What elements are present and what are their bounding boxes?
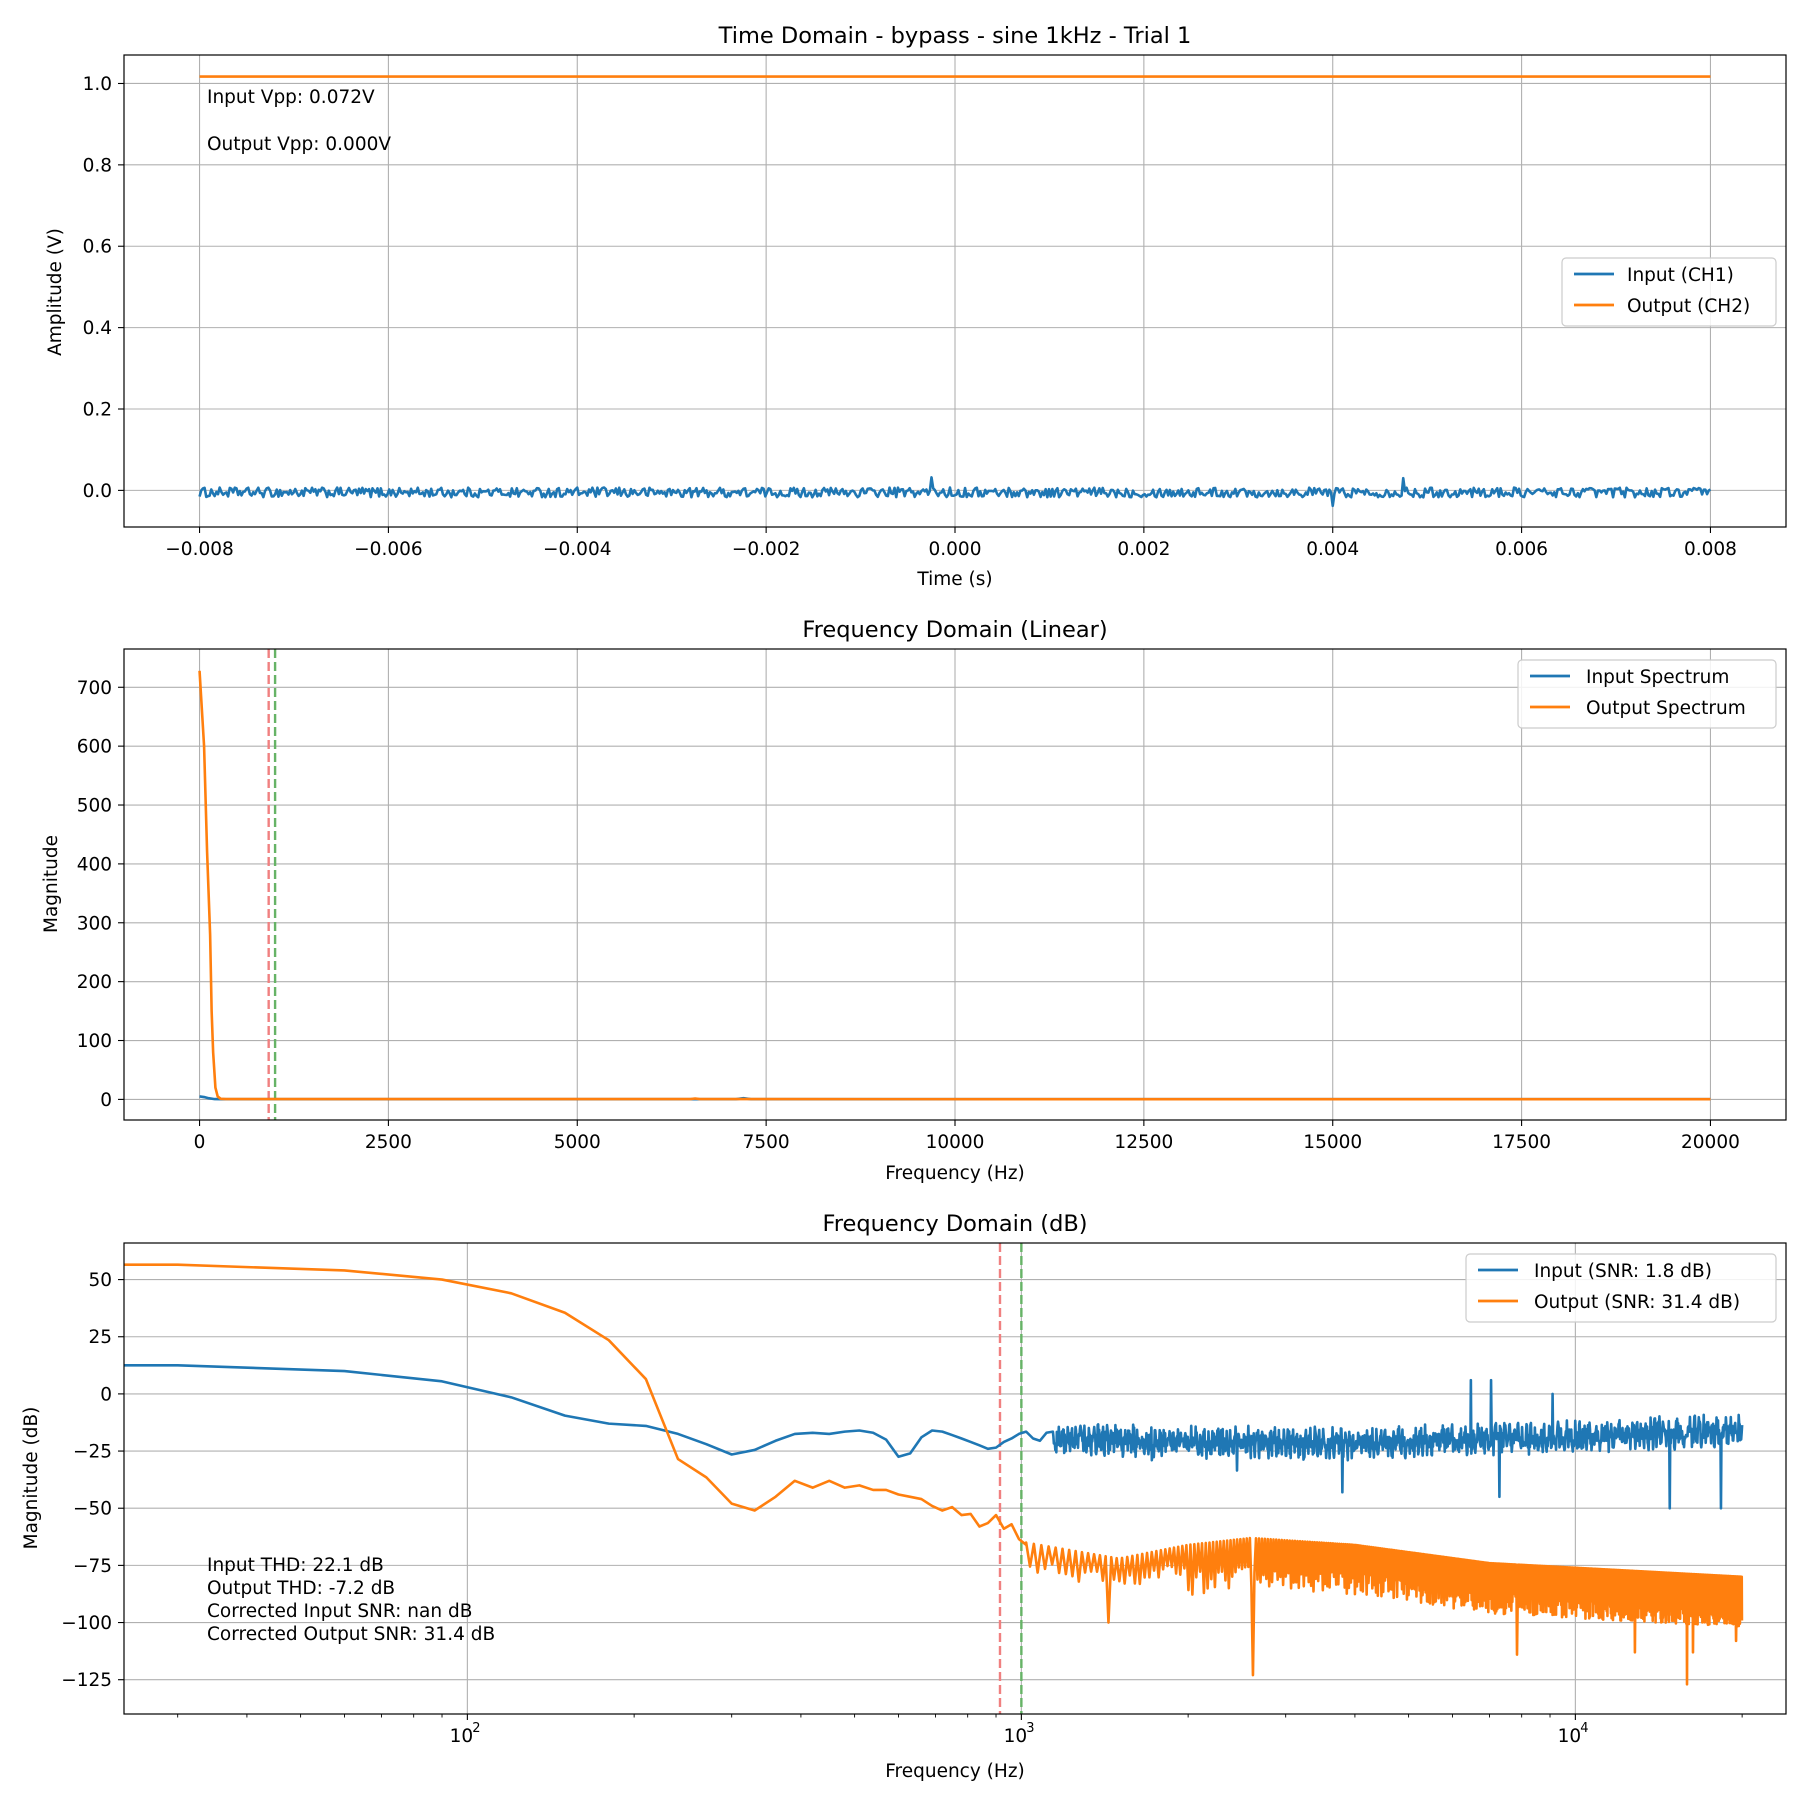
db-spectrum-x-axis-label: Frequency (Hz) (885, 1761, 1025, 1782)
y-tick-label: −100 (61, 1613, 112, 1634)
time-domain-ticks: −0.008 −0.006 −0.004 −0.002 0.000 0.002 0.004 0… (83, 74, 1737, 560)
x-tick-label: 10 (450, 1726, 474, 1747)
linear-spectrum-legend: Input Spectrum Output Spectrum (1517, 659, 1777, 729)
x-tick-label: 7500 (743, 1132, 790, 1153)
y-tick-label: 300 (77, 913, 112, 934)
db-spectrum-title: Frequency Domain (dB) (822, 1211, 1087, 1237)
y-tick-label: 600 (77, 737, 112, 758)
db-spectrum-axes-frame (123, 1242, 1787, 1715)
y-tick-label: 500 (77, 796, 112, 817)
y-tick-label: 100 (77, 1031, 112, 1052)
y-tick-label: 200 (77, 972, 112, 993)
x-tick-label: −0.004 (543, 539, 611, 560)
x-tick-label: 0.008 (1684, 539, 1737, 560)
series-line-output-snr-31-4-db (124, 1263, 1744, 1686)
linear-spectrum-x-axis-label: Frequency (Hz) (885, 1163, 1025, 1184)
y-tick-label: −75 (73, 1556, 112, 1577)
db-spectrum-legend-box (1465, 1253, 1777, 1323)
db-spectrum-y-axis-label: Magnitude (dB) (21, 1407, 42, 1550)
x-tick-label: 0.002 (1117, 539, 1170, 560)
x-tick-label: 0.004 (1306, 539, 1359, 560)
legend-label-output-spectrum: Output Spectrum (1586, 698, 1746, 719)
linear-spectrum-y-axis-label: Magnitude (41, 835, 62, 933)
y-tick-label: 0.6 (83, 237, 112, 258)
x-tick-label: 0.006 (1495, 539, 1548, 560)
y-tick-label: 400 (77, 854, 112, 875)
y-tick-label: 0.2 (83, 400, 112, 421)
time-domain-plot: −0.008 −0.006 −0.004 −0.002 0.000 0.002 0.004 0… (45, 23, 1787, 590)
y-tick-label: 0 (100, 1384, 112, 1405)
linear-spectrum-marker-lines (267, 649, 277, 1120)
time-domain-legend-box (1561, 257, 1777, 327)
legend-label-output-snr: Output (SNR: 31.4 dB) (1534, 1292, 1740, 1313)
y-tick-label: 0.4 (83, 318, 112, 339)
legend-label-input-ch1: Input (CH1) (1627, 265, 1734, 286)
linear-spectrum-legend-box (1517, 659, 1777, 729)
x-tick-label: 0.000 (929, 539, 982, 560)
x-tick-exponent: 3 (1026, 1721, 1034, 1736)
time-domain-legend: Input (CH1) Output (CH2) (1561, 257, 1777, 327)
input-vpp-annotation: Input Vpp: 0.072V (207, 87, 375, 108)
y-tick-label: 0.0 (83, 481, 112, 502)
x-tick-exponent: 4 (1580, 1721, 1588, 1736)
time-domain-x-axis-label: Time (s) (916, 569, 992, 590)
time-domain-series-lines (198, 75, 1712, 508)
linear-spectrum-series-lines (198, 670, 1711, 1101)
input-thd-annotation: Input THD: 22.1 dB (207, 1555, 384, 1576)
linear-spectrum-title: Frequency Domain (Linear) (802, 617, 1107, 643)
corrected-output-snr-annotation: Corrected Output SNR: 31.4 dB (207, 1624, 495, 1645)
x-tick-label: 10000 (926, 1132, 985, 1153)
x-tick-label: −0.006 (354, 539, 422, 560)
output-thd-annotation: Output THD: -7.2 dB (207, 1578, 395, 1599)
legend-label-output-ch2: Output (CH2) (1627, 296, 1750, 317)
x-tick-label: 15000 (1303, 1132, 1362, 1153)
y-tick-label: −50 (73, 1499, 112, 1520)
x-tick-label: 12500 (1114, 1132, 1173, 1153)
x-tick-label: 2500 (365, 1132, 412, 1153)
db-spectrum-grid (124, 1243, 1786, 1714)
x-tick-label: −0.008 (165, 539, 233, 560)
y-tick-label: −125 (61, 1670, 112, 1691)
db-spectrum-legend: Input (SNR: 1.8 dB) Output (SNR: 31.4 dB… (1465, 1253, 1777, 1323)
x-tick-exponent: 2 (472, 1721, 480, 1736)
y-tick-label: 700 (77, 678, 112, 699)
legend-label-input-snr: Input (SNR: 1.8 dB) (1534, 1261, 1712, 1282)
time-domain-y-axis-label: Amplitude (V) (45, 228, 66, 356)
time-domain-title: Time Domain - bypass - sine 1kHz - Trial… (718, 23, 1192, 49)
db-spectrum-series-lines (124, 1263, 1744, 1686)
time-domain-grid (124, 55, 1786, 527)
x-tick-label: 0 (194, 1132, 206, 1153)
x-tick-label: 17500 (1492, 1132, 1551, 1153)
y-tick-label: 1.0 (83, 74, 112, 95)
output-vpp-annotation: Output Vpp: 0.000V (207, 134, 391, 155)
y-tick-label: 50 (88, 1270, 112, 1291)
y-tick-label: −25 (73, 1442, 112, 1463)
legend-label-input-spectrum: Input Spectrum (1586, 667, 1729, 688)
y-tick-label: 0.8 (83, 155, 112, 176)
x-tick-label: 10 (1004, 1726, 1028, 1747)
series-line-input-ch1 (198, 476, 1712, 508)
x-tick-label: 5000 (554, 1132, 601, 1153)
linear-spectrum-plot: 0 2500 5000 7500 10000 12500 15000 17500 20000 0 1… (41, 617, 1787, 1184)
linear-spectrum-ticks: 0 2500 5000 7500 10000 12500 15000 17500 20000 0 1… (77, 678, 1740, 1153)
db-spectrum-marker-lines (998, 1243, 1023, 1714)
y-tick-label: 0 (100, 1090, 112, 1111)
x-tick-label: 10 (1558, 1726, 1582, 1747)
corrected-input-snr-annotation: Corrected Input SNR: nan dB (207, 1601, 472, 1622)
series-line-input-snr-1-8-db (124, 1364, 1744, 1510)
y-tick-label: 25 (88, 1327, 112, 1348)
x-tick-label: −0.002 (732, 539, 800, 560)
series-line-output-spectrum (198, 670, 1711, 1101)
x-tick-label: 20000 (1681, 1132, 1740, 1153)
